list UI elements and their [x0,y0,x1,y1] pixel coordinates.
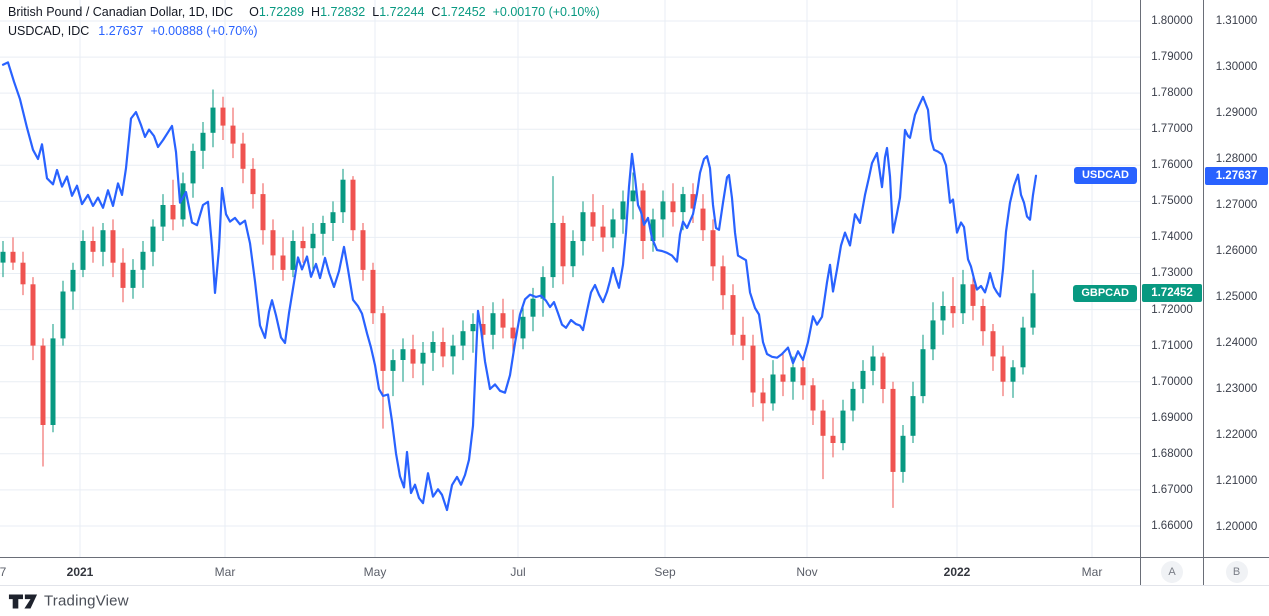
gbpcad-axis-tick: 1.72000 [1151,303,1193,316]
usdcad-axis-tick: 1.22000 [1215,429,1258,441]
attribution-bar: TradingView [0,586,1269,616]
close-label: C [431,5,441,19]
axis-separator-right [1203,0,1204,585]
gbpcad-axis-tick: 1.74000 [1151,231,1193,244]
usdcad-axis-tick: 1.24000 [1215,337,1258,349]
usdcad-axis-footer: B [1204,558,1269,585]
gbpcad-axis-tick: 1.69000 [1151,411,1193,424]
usdcad-axis-tick: 1.25000 [1215,291,1258,303]
vertical-gridlines [79,0,1093,557]
high-value: 1.72832 [320,5,366,19]
gbpcad-axis-tick: 1.75000 [1151,195,1193,208]
main-symbol-title: British Pound / Canadian Dollar, 1D, IDC [8,5,234,19]
gbpcad-axis-tick: 1.71000 [1151,339,1193,352]
price-chart [0,0,1140,557]
gbpcad-axis-tick: 1.76000 [1151,159,1193,172]
time-tick-label: Mar [214,564,236,579]
usdcad-axis-tick: 1.28000 [1215,153,1258,165]
usdcad-axis-tick: 1.23000 [1215,383,1258,395]
gbpcad-price-label: 1.72452 [1142,284,1202,303]
axis-separator-left [1140,0,1141,585]
gbpcad-axis-footer: A [1141,558,1203,585]
gbpcad-candles [0,89,1036,508]
time-axis[interactable]: 7 2021 Mar May Jul Sep Nov 2022 Mar [0,558,1140,585]
tradingview-logo-icon [8,593,38,609]
usdcad-axis-tick: 1.27000 [1215,199,1258,211]
gbpcad-axis-tick: 1.79000 [1151,51,1193,64]
usdcad-axis-tick: 1.29000 [1215,107,1258,119]
usdcad-axis-tick: 1.30000 [1215,61,1258,73]
gbpcad-axis-tick: 1.70000 [1151,375,1193,388]
legend-main-series[interactable]: British Pound / Canadian Dollar, 1D, IDC… [8,3,600,22]
time-tick-label: 2021 [66,564,94,579]
usdcad-line [1,61,1038,512]
compare-last-value: 1.27637 [98,24,144,38]
usdcad-axis-tick: 1.31000 [1215,15,1258,27]
compare-change-value: +0.00888 (+0.70%) [150,24,258,38]
gbpcad-price-axis[interactable]: 1.80000 1.79000 1.78000 1.77000 1.76000 1.750… [1141,0,1203,557]
time-tick-label: 7 [0,564,7,579]
high-label: H [311,5,321,19]
axis-b-button[interactable]: B [1225,560,1248,583]
gbpcad-series-badge: GBPCAD [1073,284,1137,302]
low-label: L [372,5,380,19]
tradingview-logo-text: TradingView [44,592,129,610]
time-tick-label: Sep [654,564,676,579]
usdcad-axis-tick: 1.26000 [1215,245,1258,257]
gbpcad-axis-tick: 1.80000 [1151,15,1193,27]
gbpcad-axis-tick: 1.67000 [1151,483,1193,496]
time-tick-label: 2022 [943,564,971,579]
time-tick-label: Mar [1081,564,1103,579]
chart-legend: British Pound / Canadian Dollar, 1D, IDC… [8,3,600,41]
gbpcad-axis-tick: 1.73000 [1151,267,1193,280]
usdcad-axis-tick: 1.20000 [1215,521,1258,533]
close-value: 1.72452 [440,5,486,19]
axis-a-button[interactable]: A [1161,560,1183,583]
horizontal-gridlines [0,20,1140,527]
legend-compare-series[interactable]: USDCAD, IDC 1.27637 +0.00888 (+0.70%) [8,22,600,41]
compare-symbol-title: USDCAD, IDC [8,24,90,38]
usdcad-price-label: 1.27637 [1205,166,1268,185]
open-value: 1.72289 [258,5,305,19]
chart-canvas[interactable]: British Pound / Canadian Dollar, 1D, IDC… [0,0,1140,557]
usdcad-price-axis[interactable]: 1.31000 1.30000 1.29000 1.28000 1.27000 1.260… [1204,0,1269,557]
usdcad-series-badge: USDCAD [1073,167,1137,185]
time-tick-label: Nov [796,564,818,579]
tradingview-logo[interactable]: TradingView [8,593,129,610]
gbpcad-axis-tick: 1.66000 [1151,519,1193,532]
gbpcad-axis-tick: 1.78000 [1151,87,1193,100]
usdcad-axis-tick: 1.21000 [1215,475,1258,487]
time-tick-label: Jul [510,564,526,579]
gbpcad-axis-tick: 1.68000 [1151,447,1193,460]
gbpcad-axis-tick: 1.77000 [1151,123,1193,136]
low-value: 1.72244 [379,5,425,19]
main-change-value: +0.00170 (+0.10%) [492,5,600,19]
open-label: O [249,5,259,19]
time-axis-separator [0,557,1269,558]
time-tick-label: May [363,564,387,579]
footer-separator [0,585,1269,586]
